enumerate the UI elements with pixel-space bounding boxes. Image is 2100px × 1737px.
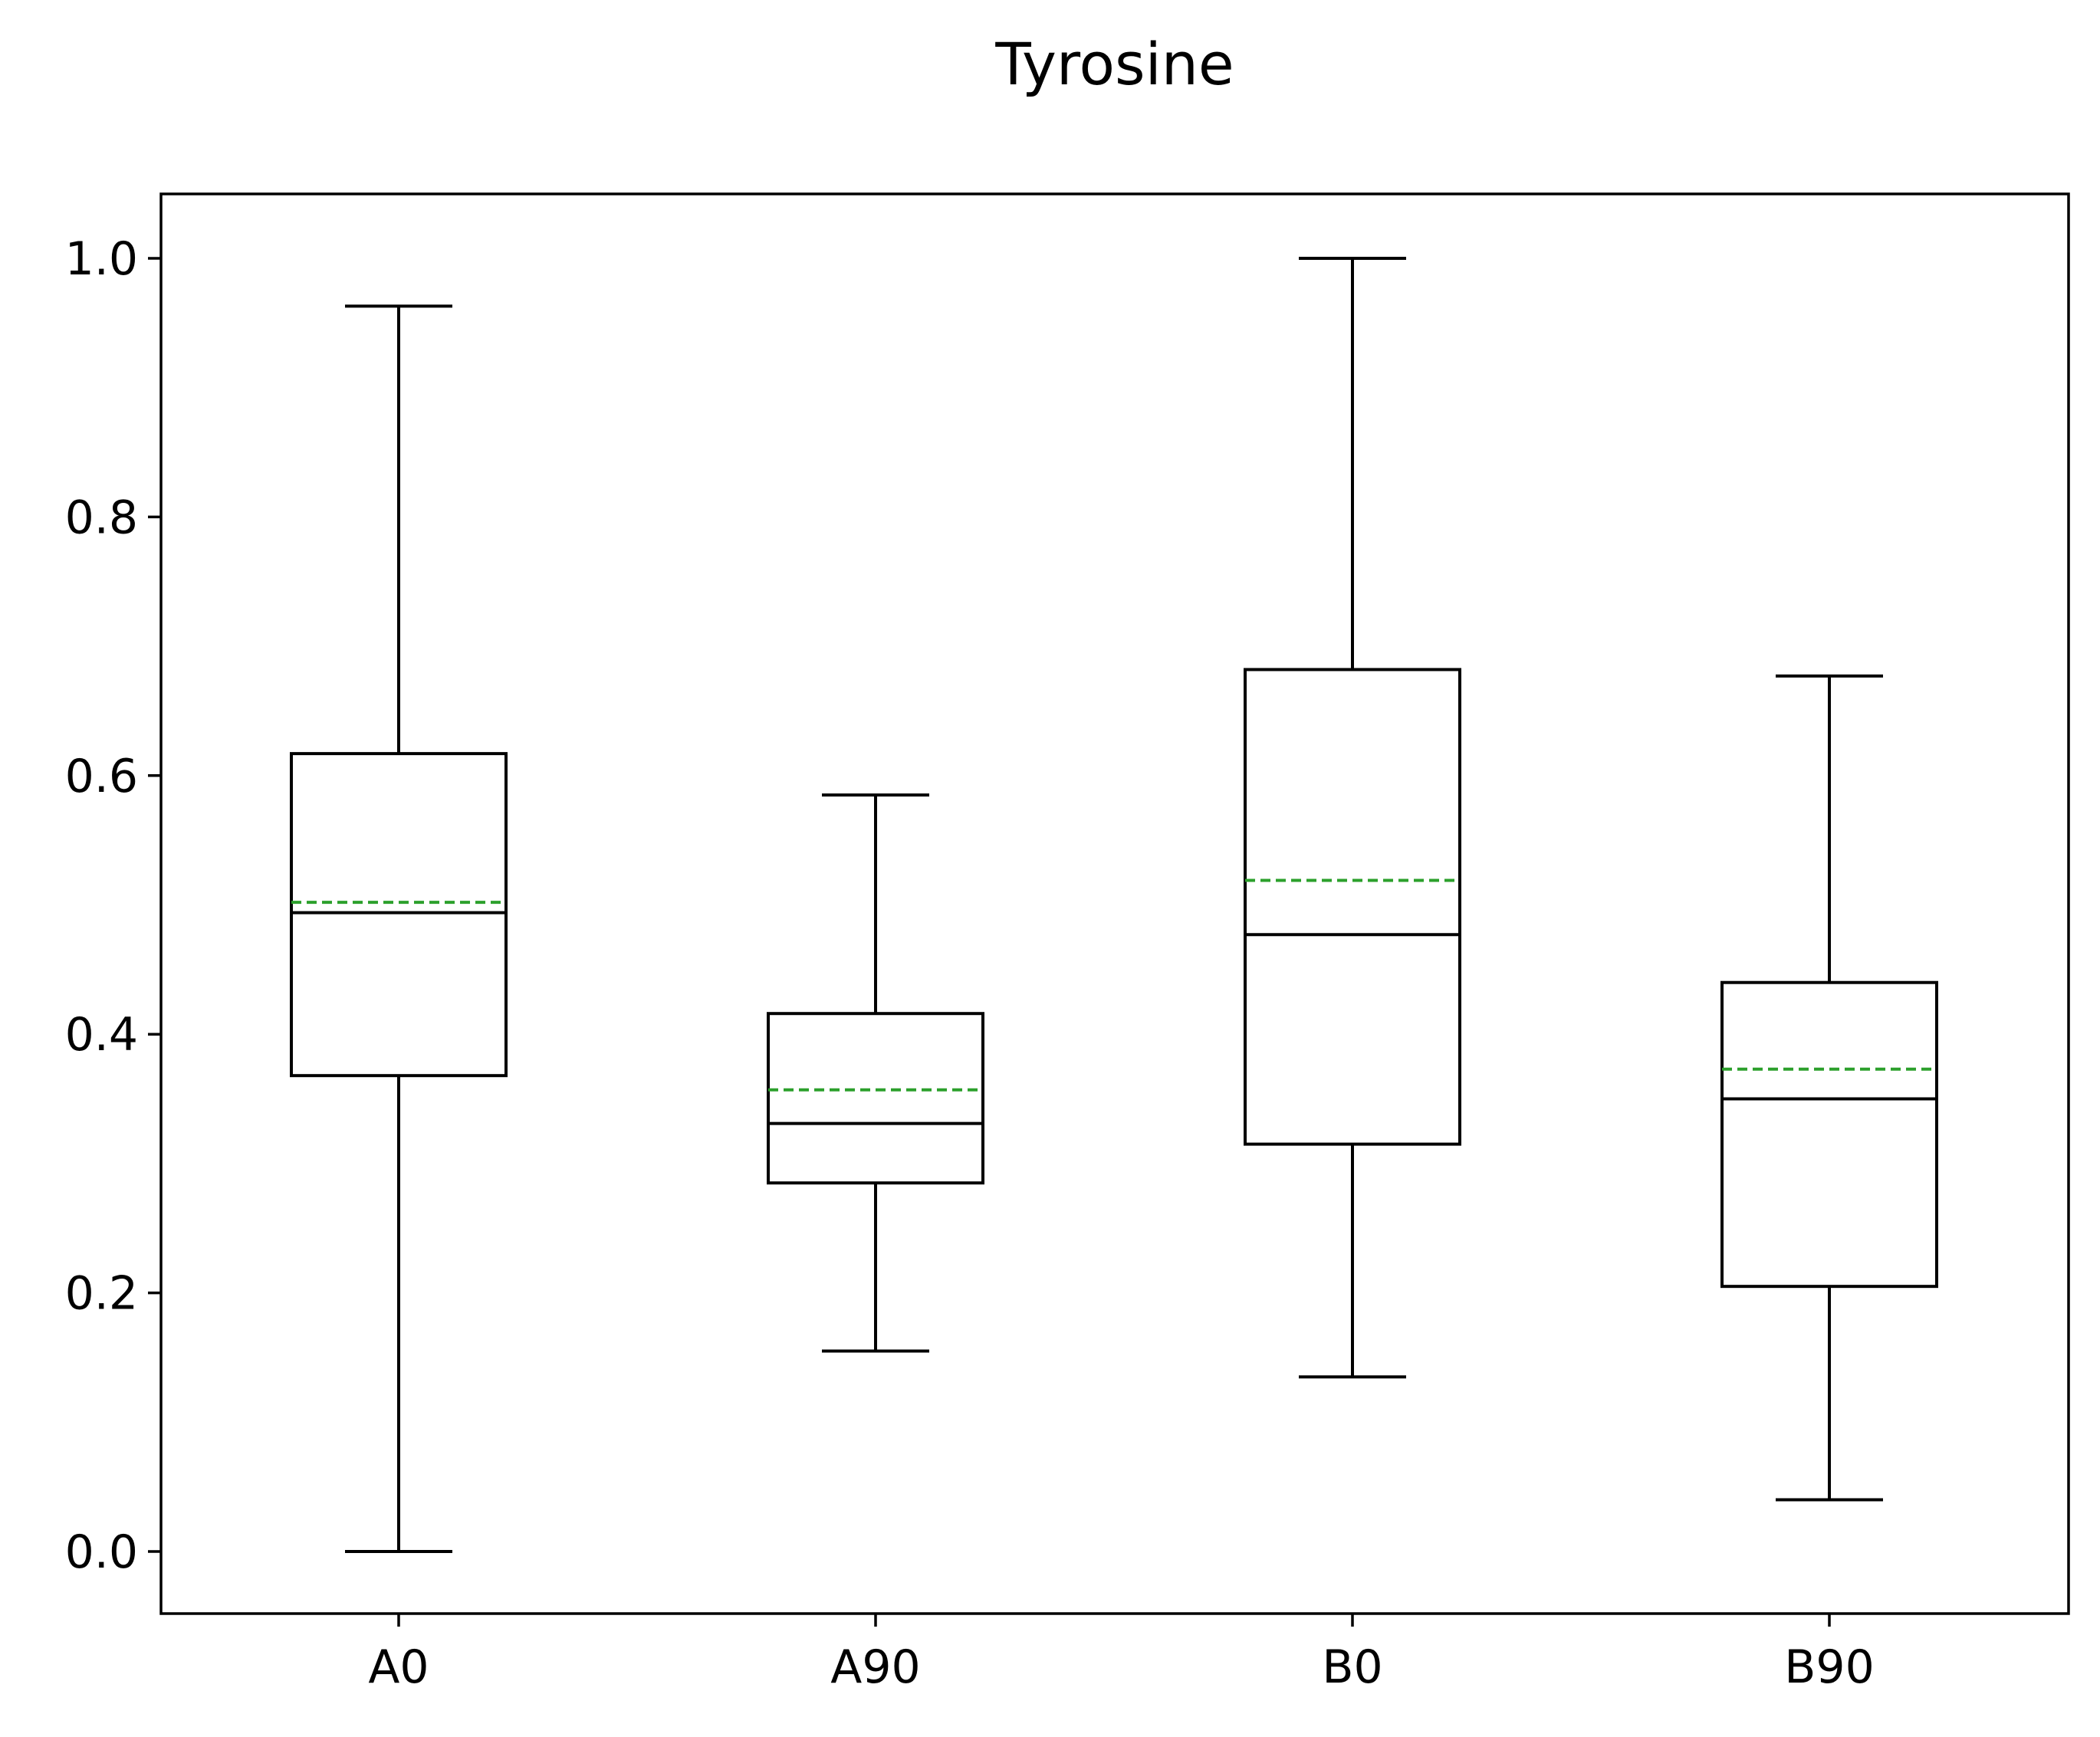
y-tick-label: 0.6 — [65, 750, 138, 803]
box-plot-series — [290, 257, 1938, 1553]
iqr-box — [290, 752, 508, 1078]
y-tick-label: 0.2 — [65, 1267, 138, 1321]
plot-area-frame — [159, 192, 2070, 1615]
x-tick-label: A90 — [830, 1640, 920, 1694]
x-axis: A0 A90 B0 B90 — [368, 1614, 1875, 1694]
y-tick-label: 1.0 — [65, 232, 138, 286]
chart-title: Tyrosine — [994, 30, 1234, 98]
box-b0 — [1244, 257, 1461, 1379]
y-axis: 0.0 0.2 0.4 0.6 0.8 1.0 — [65, 232, 161, 1579]
x-tick-label: B90 — [1784, 1640, 1875, 1694]
box-b90 — [1720, 674, 1938, 1502]
iqr-box — [1244, 668, 1461, 1146]
y-tick-label: 0.0 — [65, 1525, 138, 1579]
iqr-box — [1720, 980, 1938, 1289]
box-a0 — [290, 304, 508, 1553]
iqr-box — [767, 1012, 984, 1185]
x-tick-label: A0 — [368, 1640, 429, 1694]
y-tick-label: 0.8 — [65, 491, 138, 544]
box-a90 — [767, 793, 984, 1353]
y-tick-label: 0.4 — [65, 1008, 138, 1062]
x-tick-label: B0 — [1322, 1640, 1382, 1694]
